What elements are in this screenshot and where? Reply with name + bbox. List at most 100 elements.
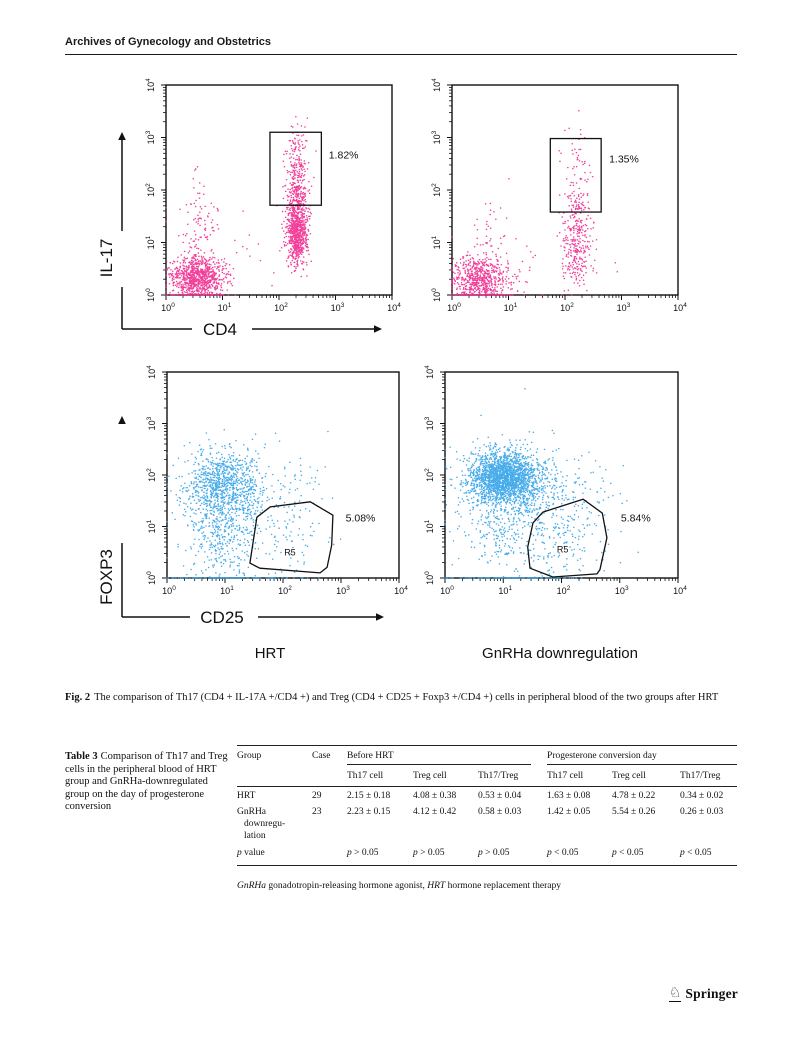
x-tick-label: 101: [218, 302, 232, 313]
scatter-points-hrt-th17: [165, 115, 317, 296]
y-arrowhead: [118, 132, 126, 140]
x-arrowhead: [376, 613, 384, 621]
value-cell-0-2: 0.53 ± 0.04: [478, 791, 522, 801]
x-tick-label: 101: [504, 302, 518, 313]
figure-caption-label: Fig. 2: [65, 692, 91, 703]
x-tick-label: 103: [615, 585, 629, 596]
gate-hrt-th17: [269, 131, 323, 206]
flow-plot-hrt-th17: 100 100 101 101 102 102 103 103 104 104 1.82% IL-17…: [97, 78, 401, 339]
x-tick-label: 101: [498, 585, 512, 596]
row-group-cell: GnRHa downregu-lation: [237, 806, 286, 841]
value-cell-2-5: p < 0.05: [680, 842, 738, 867]
gate-percent-hrt-treg: 5.08%: [346, 512, 376, 524]
value-cell-1-5: 0.26 ± 0.03: [680, 806, 724, 817]
x-tick-label: 102: [274, 302, 288, 313]
value-cell-0-5: 0.34 ± 0.02: [680, 791, 724, 801]
x-axis-label-hrt-th17: CD4: [203, 320, 237, 339]
plot-frame-gnrha-th17: [451, 84, 679, 296]
y-tick-label: 102: [424, 468, 435, 482]
table-row-2: p value p > 0.05 p > 0.05 p > 0.05 p < 0.05 p…: [237, 842, 738, 867]
group-label-hrt: HRT: [254, 645, 286, 662]
header-divider: [65, 54, 737, 55]
value-cell-0-4: 4.78 ± 0.22: [612, 791, 656, 801]
x-tick-label: 100: [440, 585, 454, 596]
y-tick-label: 103: [146, 416, 157, 430]
sub-header-2: Th17/Treg: [478, 765, 548, 787]
scatter-points-gnrha-treg: [444, 388, 640, 579]
gate-percent-gnrha-treg: 5.84%: [621, 512, 651, 524]
value-cell-2-0: p > 0.05: [347, 842, 413, 867]
y-tick-label: 104: [431, 78, 442, 92]
x-tick-label: 100: [447, 302, 461, 313]
col-header-group: Group: [237, 745, 312, 787]
flow-plot-gnrha-th17: 100 100 101 101 102 102 103 103 104 104 1.35%: [431, 78, 687, 313]
y-tick-label: 102: [431, 183, 442, 197]
table3-container: Group Case Before HRT Progesterone conversi…: [237, 745, 738, 867]
value-cell-1-4: 5.54 ± 0.26: [612, 806, 656, 817]
value-cell-0-3: 1.63 ± 0.08: [547, 791, 591, 801]
footnote-part: GnRHa: [237, 881, 267, 891]
y-arrowhead: [118, 416, 126, 424]
x-tick-label: 103: [331, 302, 345, 313]
x-tick-label: 104: [394, 585, 408, 596]
value-cell-1-0: 2.23 ± 0.15: [347, 806, 391, 817]
table-row-0: HRT 29 2.15 ± 0.18 4.08 ± 0.38 0.53 ± 0.04 1.…: [237, 787, 737, 803]
row-case-cell: 29: [312, 791, 322, 801]
table-caption-text: Comparison of Th17 and Treg cells in the…: [65, 751, 228, 813]
sub-header-0: Th17 cell: [347, 765, 413, 787]
sub-header-1: Treg cell: [413, 765, 478, 787]
y-tick-label: 104: [424, 365, 435, 379]
y-tick-label: 104: [145, 78, 156, 92]
x-tick-label: 103: [336, 585, 350, 596]
plot-frame-hrt-treg: [166, 371, 400, 579]
value-cell-2-1: p > 0.05: [413, 842, 478, 867]
value-cell-2-4: p < 0.05: [612, 842, 681, 867]
y-tick-label: 103: [145, 130, 156, 144]
figure-caption-text: The comparison of Th17 (CD4 + IL-17A +/C…: [94, 692, 719, 703]
value-cell-2-3: p < 0.05: [547, 842, 613, 867]
x-arrowhead: [374, 325, 382, 333]
gate-label-hrt-treg: R5: [284, 547, 296, 557]
row-group-cell: p value: [237, 842, 312, 867]
x-tick-label: 103: [617, 302, 631, 313]
gate-gnrha-th17: [549, 137, 602, 213]
x-tick-label: 100: [162, 585, 176, 596]
y-tick-label: 102: [146, 468, 157, 482]
scatter-points-gnrha-th17: [451, 109, 619, 296]
y-tick-label: 100: [145, 288, 156, 302]
table-caption: Table 3 Comparison of Th17 and Treg cells…: [65, 751, 232, 814]
x-tick-label: 101: [220, 585, 234, 596]
gate-hrt-treg: [249, 501, 334, 574]
y-tick-label: 100: [424, 571, 435, 585]
x-tick-label: 102: [278, 585, 292, 596]
y-tick-label: 103: [424, 416, 435, 430]
y-axis-label-hrt-th17: IL-17: [97, 239, 116, 278]
y-tick-label: 101: [424, 519, 435, 533]
journal-title: Archives of Gynecology and Obstetrics: [65, 36, 272, 48]
gate-percent-hrt-th17: 1.82%: [329, 150, 359, 162]
sub-header-3: Th17 cell: [547, 765, 613, 787]
y-tick-label: 101: [145, 235, 156, 249]
table3: Group Case Before HRT Progesterone conversi…: [237, 745, 738, 867]
row-group-cell: HRT: [237, 791, 256, 801]
flow-cytometry-figure: 100 100 101 101 102 102 103 103 104 104 1.82% IL-17…: [97, 78, 687, 627]
value-cell-1-1: 4.12 ± 0.42: [413, 806, 457, 817]
y-axis-label-hrt-treg: FOXP3: [97, 549, 116, 605]
figure-caption: Fig. 2 The comparison of Th17 (CD4 + IL-1…: [65, 691, 740, 705]
gate-label-gnrha-treg: R5: [557, 544, 569, 554]
col-header-case: Case: [312, 745, 347, 787]
col-header-conversion-day: Progesterone conversion day: [547, 746, 738, 765]
y-tick-label: 100: [146, 571, 157, 585]
value-cell-1-3: 1.42 ± 0.05: [547, 806, 591, 817]
gate-percent-gnrha-th17: 1.35%: [609, 154, 639, 166]
sub-header-4: Treg cell: [612, 765, 681, 787]
value-cell-0-0: 2.15 ± 0.18: [347, 791, 391, 801]
flow-plot-gnrha-treg: 100 100 101 101 102 102 103 103 104 104 R5 5.84%: [424, 365, 687, 596]
y-tick-label: 100: [431, 288, 442, 302]
y-tick-label: 101: [431, 235, 442, 249]
row-case-cell: 23: [312, 806, 322, 817]
scatter-points-hrt-treg: [166, 428, 342, 579]
x-tick-label: 104: [387, 302, 401, 313]
y-tick-label: 101: [146, 519, 157, 533]
